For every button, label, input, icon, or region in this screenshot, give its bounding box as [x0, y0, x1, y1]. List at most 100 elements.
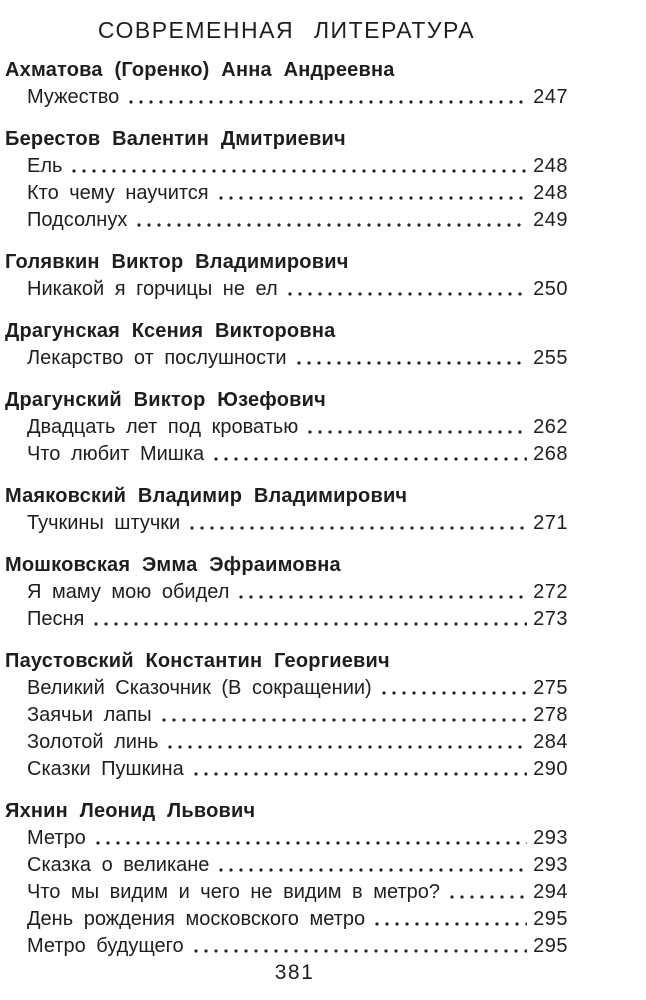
author-name: Яхнин Леонид Львович [5, 800, 256, 822]
dot-leader [95, 841, 528, 845]
dot-leader [137, 223, 528, 227]
dot-leader [219, 868, 528, 872]
entry-list: Двадцать лет под кроватью 262 Что любит … [5, 414, 568, 468]
author-name: Ахматова (Горенко) Анна Андреевна [5, 59, 395, 81]
toc-entry: Кто чему научится 248 [5, 180, 568, 207]
entry-title: Подсолнух [27, 209, 128, 231]
toc-list: Ахматова (Горенко) Анна Андреевна Мужест… [5, 52, 568, 960]
toc-entry: Я маму мою обидел 272 [5, 579, 568, 606]
toc-entry: Подсолнух 249 [5, 207, 568, 234]
dot-leader [94, 622, 528, 626]
entry-page-number: 294 [533, 881, 568, 903]
toc-entry: День рождения московского метро 295 [5, 906, 568, 933]
toc-entry: Ель 248 [5, 153, 568, 180]
entry-page-number: 255 [533, 347, 568, 369]
entry-title: Мужество [27, 86, 120, 108]
dot-leader [161, 718, 528, 722]
entry-title: Тучкины штучки [27, 512, 181, 534]
dot-leader [193, 949, 528, 953]
entry-page-number: 247 [533, 86, 568, 108]
author-group: Берестов Валентин Дмитриевич Ель 248 Кто… [5, 125, 568, 234]
entry-title: День рождения московского метро [27, 908, 366, 930]
dot-leader [218, 196, 528, 200]
entry-page-number: 293 [533, 854, 568, 876]
dot-leader [72, 169, 528, 173]
entry-title: Ель [27, 155, 63, 177]
entry-title: Великий Сказочник (В сокращении) [27, 677, 372, 699]
author-group: Яхнин Леонид Львович Метро 293 Сказка о … [5, 797, 568, 960]
toc-entry: Песня 273 [5, 606, 568, 633]
toc-entry: Сказка о великане 293 [5, 852, 568, 879]
entry-page-number: 273 [533, 608, 568, 630]
entry-page-number: 295 [533, 935, 568, 957]
author-group: Ахматова (Горенко) Анна Андреевна Мужест… [5, 56, 568, 111]
author-group: Маяковский Владимир Владимирович Тучкины… [5, 482, 568, 537]
toc-entry: Мужество 247 [5, 84, 568, 111]
dot-leader [239, 595, 528, 599]
entry-title: Метро [27, 827, 86, 849]
entry-page-number: 268 [533, 443, 568, 465]
entry-list: Лекарство от послушности 255 [5, 345, 568, 372]
dot-leader [129, 100, 528, 104]
entry-title: Золотой линь [27, 731, 159, 753]
entry-title: Я маму мою обидел [27, 581, 230, 603]
entry-list: Я маму мою обидел 272 Песня 273 [5, 579, 568, 633]
entry-title: Заячьи лапы [27, 704, 152, 726]
toc-entry: Что мы видим и чего не видим в метро? 29… [5, 879, 568, 906]
entry-page-number: 272 [533, 581, 568, 603]
dot-leader [375, 922, 528, 926]
author-name: Паустовский Константин Георгиевич [5, 650, 390, 672]
toc-entry: Тучкины штучки 271 [5, 510, 568, 537]
dot-leader [449, 895, 528, 899]
entry-list: Мужество 247 [5, 84, 568, 111]
author-name: Драгунский Виктор Юзефович [5, 389, 326, 411]
toc-entry: Что любит Мишка 268 [5, 441, 568, 468]
entry-page-number: 295 [533, 908, 568, 930]
toc-entry: Метро 293 [5, 825, 568, 852]
toc-entry: Сказки Пушкина 290 [5, 756, 568, 783]
dot-leader [308, 430, 528, 434]
dot-leader [296, 361, 528, 365]
entry-title: Сказка о великане [27, 854, 210, 876]
entry-title: Что мы видим и чего не видим в метро? [27, 881, 440, 903]
dot-leader [168, 745, 528, 749]
toc-entry: Лекарство от послушности 255 [5, 345, 568, 372]
entry-page-number: 284 [533, 731, 568, 753]
entry-title: Сказки Пушкина [27, 758, 184, 780]
entry-title: Метро будущего [27, 935, 184, 957]
author-group: Драгунская Ксения Викторовна Лекарство о… [5, 317, 568, 372]
toc-entry: Великий Сказочник (В сокращении) 275 [5, 675, 568, 702]
author-name: Драгунская Ксения Викторовна [5, 320, 336, 342]
author-name: Маяковский Владимир Владимирович [5, 485, 408, 507]
author-group: Мошковская Эмма Эфраимовна Я маму мою об… [5, 551, 568, 633]
entry-page-number: 248 [533, 155, 568, 177]
entry-page-number: 262 [533, 416, 568, 438]
entry-list: Метро 293 Сказка о великане 293 Что мы в… [5, 825, 568, 960]
dot-leader [190, 526, 528, 530]
dot-leader [214, 457, 528, 461]
entry-title: Никакой я горчицы не ел [27, 278, 278, 300]
author-group: Голявкин Виктор Владимирович Никакой я г… [5, 248, 568, 303]
dot-leader [287, 292, 528, 296]
dot-leader [381, 691, 528, 695]
entry-page-number: 248 [533, 182, 568, 204]
author-group: Паустовский Константин Георгиевич Велики… [5, 647, 568, 783]
entry-title: Кто чему научится [27, 182, 209, 204]
entry-page-number: 271 [533, 512, 568, 534]
toc-entry: Золотой линь 284 [5, 729, 568, 756]
entry-list: Ель 248 Кто чему научится 248 Подсолнух … [5, 153, 568, 234]
entry-list: Тучкины штучки 271 [5, 510, 568, 537]
entry-page-number: 249 [533, 209, 568, 231]
section-title: СОВРЕМЕННАЯ ЛИТЕРАТУРА [97, 17, 476, 43]
toc-entry: Заячьи лапы 278 [5, 702, 568, 729]
entry-page-number: 275 [533, 677, 568, 699]
dot-leader [193, 772, 528, 776]
entry-page-number: 278 [533, 704, 568, 726]
toc-entry: Метро будущего 295 [5, 933, 568, 960]
entry-page-number: 290 [533, 758, 568, 780]
toc-entry: Двадцать лет под кроватью 262 [5, 414, 568, 441]
entry-page-number: 250 [533, 278, 568, 300]
toc-entry: Никакой я горчицы не ел 250 [5, 276, 568, 303]
entry-list: Никакой я горчицы не ел 250 [5, 276, 568, 303]
